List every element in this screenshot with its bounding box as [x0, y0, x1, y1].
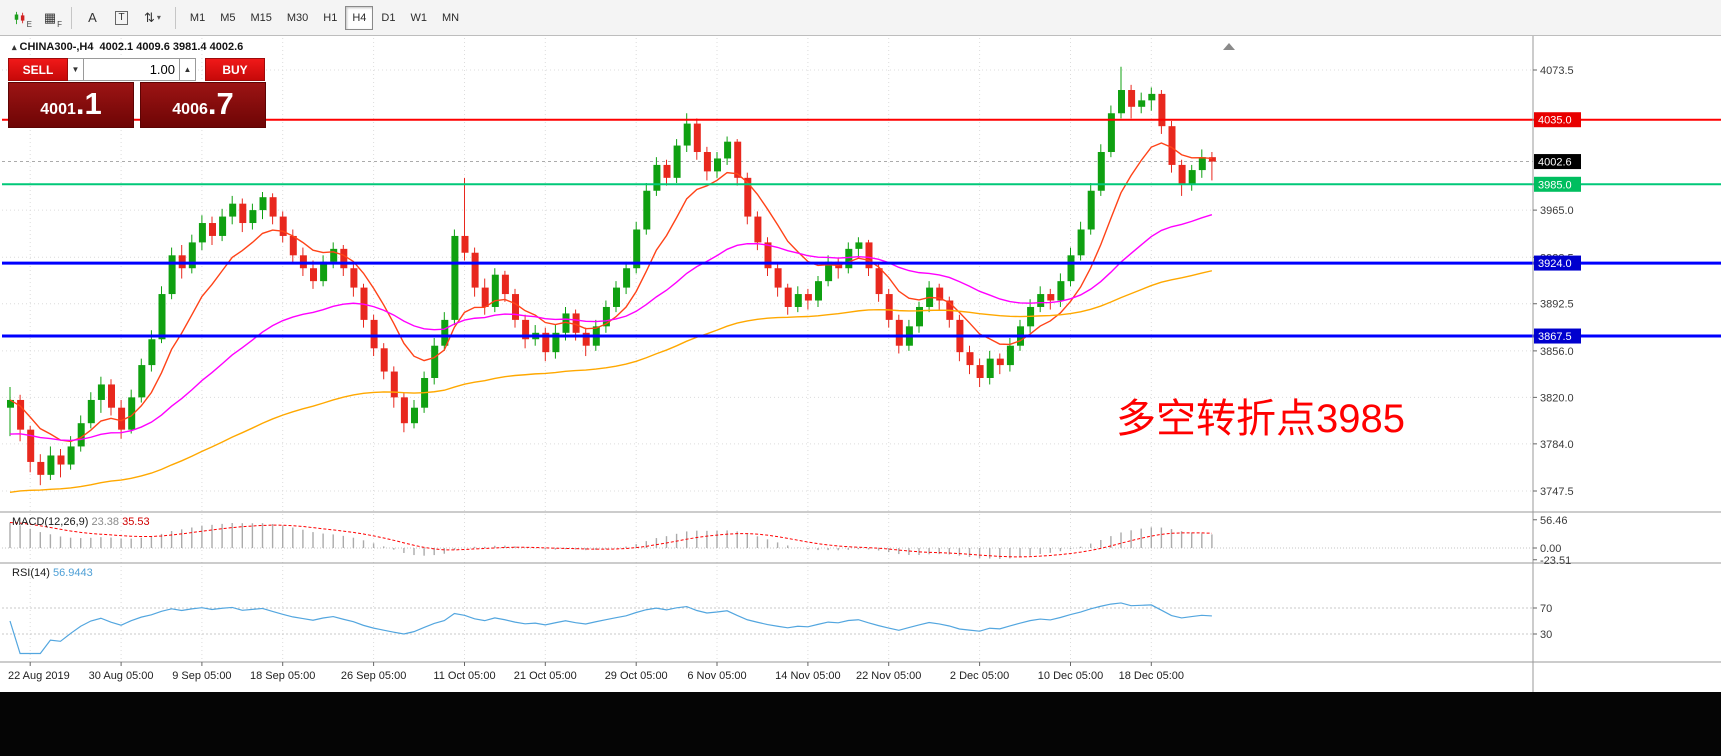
svg-text:3892.5: 3892.5 [1540, 299, 1574, 311]
support-line-label [1534, 328, 1581, 344]
svg-text:-23.51: -23.51 [1540, 555, 1571, 567]
grid-icon: ▦ [43, 9, 57, 25]
candlesticks [7, 66, 1216, 486]
chevron-down-icon: ▾ [156, 13, 161, 22]
spacer [196, 58, 205, 81]
annotation-text[interactable]: 多空转折点3985 [1116, 397, 1405, 441]
svg-text:2 Dec 05:00: 2 Dec 05:00 [950, 670, 1009, 682]
svg-text:3924.0: 3924.0 [1538, 258, 1572, 270]
rsi-label: RSI(14) 56.9443 [12, 567, 93, 579]
svg-text:4035.0: 4035.0 [1538, 115, 1572, 127]
date-axis[interactable]: 22 Aug 2019 30 Aug 05:00 9 Sep 05:00 18 Sep… [8, 662, 1184, 682]
volume-input[interactable] [84, 58, 180, 81]
rsi-line [9, 602, 1212, 655]
timeframe-button-mn[interactable]: MN [441, 11, 460, 24]
resistance-line-label [1534, 112, 1581, 128]
candlestick-chart-icon-button[interactable]: E [6, 6, 34, 30]
svg-text:3747.5: 3747.5 [1540, 486, 1574, 498]
timeframe-button-d1[interactable]: D1 [381, 11, 396, 24]
collapse-icon[interactable]: ▴ [12, 42, 17, 52]
chart-title: ▴ CHINA300-,H4 4002.1 4009.6 3981.4 4002.6 [12, 41, 243, 53]
svg-text:30 Aug 05:00: 30 Aug 05:00 [89, 670, 154, 682]
svg-text:0.00: 0.00 [1540, 543, 1561, 555]
timeframe-button-w1[interactable]: W1 [410, 11, 427, 24]
symbol-label: CHINA300-,H4 [19, 41, 94, 53]
svg-text:56.46: 56.46 [1540, 515, 1568, 527]
svg-text:3784.0: 3784.0 [1540, 439, 1574, 451]
volume-up-button[interactable]: ▲ [180, 58, 196, 81]
chart-area[interactable]: 4073.53965.03928.53892.53856.03820.03784… [0, 36, 1721, 692]
svg-text:3965.0: 3965.0 [1540, 205, 1574, 217]
svg-text:6 Nov 05:00: 6 Nov 05:00 [687, 670, 746, 682]
pivot-line-label [1534, 176, 1581, 192]
macd-signal-line [9, 522, 1212, 558]
cursor-tool-button[interactable]: ⇅ ▾ [137, 6, 168, 30]
svg-text:21 Oct 05:00: 21 Oct 05:00 [514, 670, 577, 682]
buy-button[interactable]: BUY [205, 58, 265, 81]
svg-text:18 Dec 05:00: 18 Dec 05:00 [1119, 670, 1184, 682]
price-axis[interactable]: 4073.53965.03928.53892.53856.03820.03784… [1533, 65, 1581, 641]
svg-text:26 Sep 05:00: 26 Sep 05:00 [341, 670, 406, 682]
svg-text:9 Sep 05:00: 9 Sep 05:00 [172, 670, 231, 682]
timeframe-button-m15[interactable]: M15 [250, 11, 272, 24]
chart-svg: 4073.53965.03928.53892.53856.03820.03784… [0, 36, 1721, 692]
toolbar: E ▦ F A T ⇅ ▾ M1 M5 M15 M30 H1 H4 D1 W1 MN [0, 0, 1721, 36]
svg-text:30: 30 [1540, 629, 1552, 641]
text-tool-button[interactable]: A [79, 6, 106, 30]
gridlines [2, 38, 1533, 662]
cursor-tool-icon: ⇅ [144, 9, 155, 25]
svg-text:29 Oct 05:00: 29 Oct 05:00 [605, 670, 668, 682]
icon-sub-label: F [57, 19, 62, 29]
svg-text:14 Nov 05:00: 14 Nov 05:00 [775, 670, 840, 682]
bottom-bar [0, 692, 1721, 756]
timeframe-button-h4[interactable]: H4 [345, 5, 374, 30]
svg-text:4002.6: 4002.6 [1538, 157, 1572, 169]
svg-text:11 Oct 05:00: 11 Oct 05:00 [433, 670, 495, 682]
ask-price-panel[interactable]: 4006.7 [140, 82, 266, 128]
toolbar-separator [71, 6, 72, 29]
svg-text:4073.5: 4073.5 [1540, 65, 1574, 77]
timeframe-button-h1[interactable]: H1 [323, 11, 338, 24]
fast-ma-line [9, 142, 1212, 443]
mid-ma-line [9, 214, 1213, 442]
support-line-label [1534, 255, 1581, 271]
timeframe-group: M1 M5 M15 M30 H1 H4 D1 W1 MN [183, 5, 466, 30]
slow-ma-line [9, 270, 1213, 493]
macd-histogram [9, 522, 1213, 559]
text-tool-icon: A [88, 10, 97, 25]
bid-price-panel[interactable]: 4001.1 [8, 82, 134, 128]
macd-label: MACD(12,26,9) 23.38 35.53 [12, 516, 150, 528]
svg-text:18 Sep 05:00: 18 Sep 05:00 [250, 670, 315, 682]
scroll-to-end-marker[interactable] [1223, 43, 1235, 50]
svg-text:22 Aug 2019: 22 Aug 2019 [8, 670, 70, 682]
svg-text:22 Nov 05:00: 22 Nov 05:00 [856, 670, 921, 682]
one-click-trading-widget: SELL ▼ ▲ BUY 4001.1 4006.7 [8, 58, 266, 128]
ask-price-pips: .7 [207, 86, 234, 121]
svg-text:3856.0: 3856.0 [1540, 346, 1574, 358]
timeframe-button-m5[interactable]: M5 [220, 11, 236, 24]
toolbar-separator [174, 6, 176, 29]
ask-price-main: 4006 [172, 101, 208, 118]
bid-price-pips: .1 [75, 86, 102, 121]
last-price-label [1534, 154, 1581, 170]
bid-price-main: 4001 [40, 101, 76, 118]
label-tool-button[interactable]: T [108, 6, 135, 30]
ohlc-values: 4002.1 4009.6 3981.4 4002.6 [99, 41, 244, 53]
svg-text:3985.0: 3985.0 [1538, 179, 1572, 191]
svg-text:10 Dec 05:00: 10 Dec 05:00 [1038, 670, 1103, 682]
label-tool-icon: T [115, 10, 128, 25]
candlestick-icon [14, 11, 25, 24]
volume-down-button[interactable]: ▼ [68, 58, 84, 81]
svg-text:3820.0: 3820.0 [1540, 392, 1574, 404]
timeframe-button-m1[interactable]: M1 [189, 11, 206, 24]
timeframe-button-m30[interactable]: M30 [286, 11, 309, 24]
svg-text:70: 70 [1540, 603, 1552, 615]
grid-icon-button[interactable]: ▦ F [36, 6, 64, 30]
svg-text:3867.5: 3867.5 [1538, 331, 1572, 343]
icon-sub-label: E [26, 19, 32, 29]
sell-button[interactable]: SELL [8, 58, 68, 81]
